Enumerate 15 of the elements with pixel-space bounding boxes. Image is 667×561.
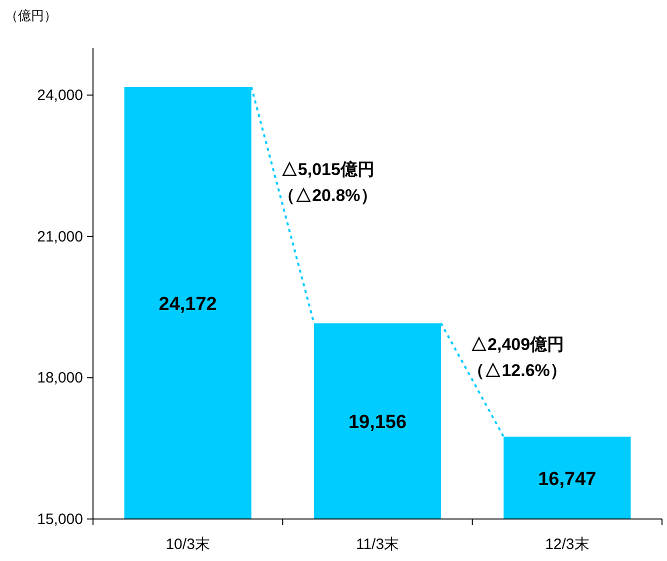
- y-tick-label: 21,000: [37, 228, 83, 246]
- y-tick-label: 24,000: [37, 87, 83, 104]
- annotation: △2,409億円: [470, 334, 564, 354]
- annotation: （△20.8%）: [278, 186, 378, 206]
- data-label: 16,747: [538, 468, 596, 490]
- y-tick-label: 15,000: [37, 511, 83, 528]
- x-tick-label: 10/3末: [166, 536, 210, 553]
- x-tick-label: 11/3末: [356, 536, 400, 553]
- data-label: 24,172: [158, 294, 217, 315]
- y-tick-label: 18,000: [37, 370, 83, 387]
- y-axis-title: （億円）: [5, 8, 57, 23]
- x-tick-label: 12/3末: [545, 536, 590, 553]
- annotation: （△12.6%）: [468, 360, 567, 380]
- annotation: △5,015億円: [280, 160, 374, 180]
- data-label: 19,156: [348, 412, 407, 434]
